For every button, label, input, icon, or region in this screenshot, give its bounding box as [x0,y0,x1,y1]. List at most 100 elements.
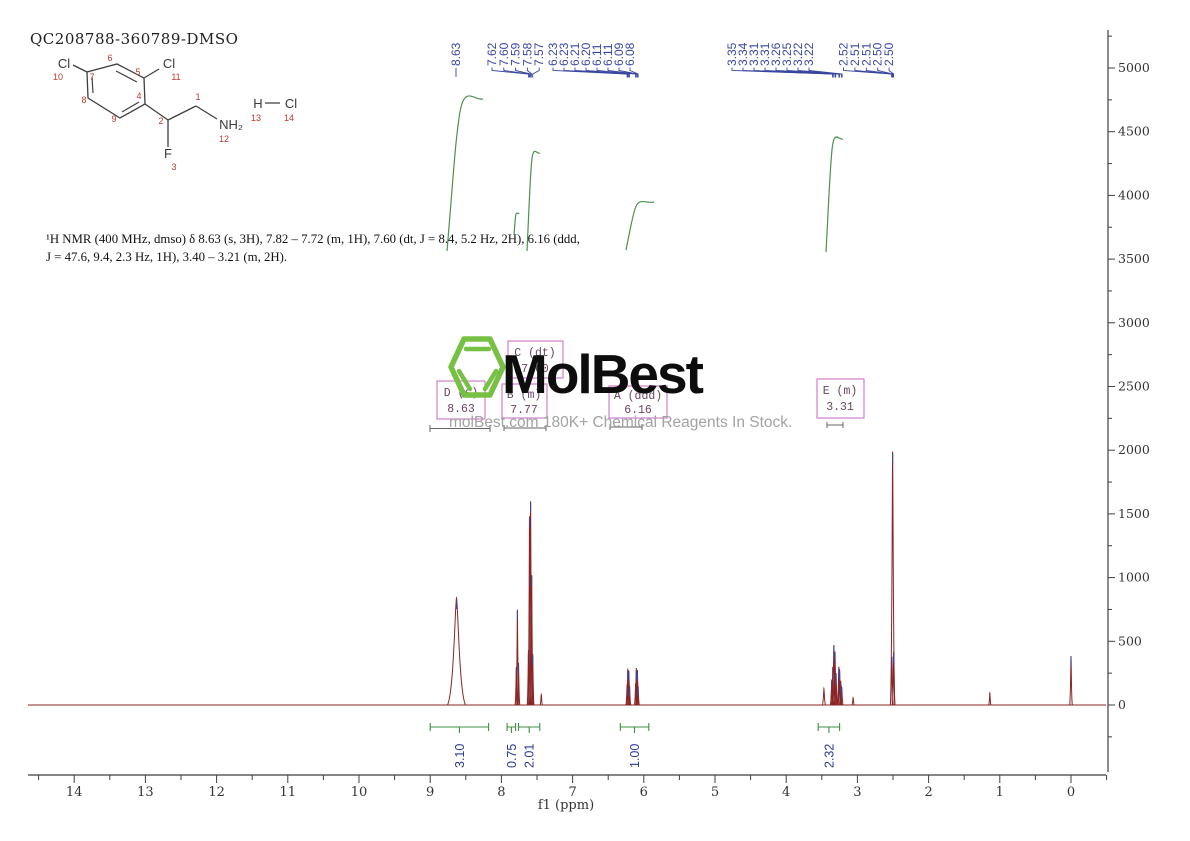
annotation-range-brackets [429,422,844,432]
y-tick-label: 3500 [1118,251,1150,266]
atom-label: F [164,146,172,161]
peak-pick-label: 7.62 [485,42,499,66]
atom-number: 4 [136,91,141,101]
x-tick-label: 3 [853,785,861,800]
peak-pick-connector [888,67,895,78]
atom-number: 8 [81,95,86,105]
annotation-border [436,380,486,420]
y-tick-label: 4000 [1118,187,1150,202]
atom-label: H [253,96,262,111]
range-bracket-D [429,425,491,432]
atom-number: 14 [284,113,294,123]
atom-number: 3 [171,162,176,172]
y-tick-label: 1500 [1118,506,1150,521]
integral-curve [446,95,484,252]
annotation-border [507,340,564,379]
atom-number: 9 [111,114,116,124]
peak [516,662,521,706]
peak [527,516,532,706]
annotation-shift: 3.31 [826,401,854,414]
peak-pick-connector [629,67,639,78]
peak-pick-connector [797,67,842,78]
peak-annotation-box-E: E (m) 3.31 [816,378,865,419]
x-tick-label: 2 [924,785,932,800]
x-tick-label: 4 [782,785,790,800]
annotation-shift: 7.60 [521,363,549,376]
annotation-label: C (dt) [514,347,555,360]
y-tick-label: 1000 [1118,570,1150,585]
atom-number: 13 [251,113,261,123]
peak [891,651,896,706]
integral-value: 0.75 [505,744,519,768]
x-tick-label: 1 [996,785,1004,800]
integral-value: 2.32 [822,744,836,768]
integral-curve [625,200,655,251]
peak-pick-connector [526,67,533,78]
peak-pick-label: 6.09 [612,42,626,66]
nmr-text-line2: J = 47.6, 9.4, 2.3 Hz, 1H), 3.40 – 3.21 … [46,250,287,264]
peak-pick-connector [786,67,841,78]
peak-pick-label: 7.57 [532,42,546,66]
peak-pick-connector [596,67,637,78]
peak [447,596,466,706]
x-axis-caption: f1 (ppm) [538,798,594,813]
peak-pick-label: 6.20 [579,42,593,66]
nmr-text-line1: ¹H NMR (400 MHz, dmso) δ 8.63 (s, 3H), 7… [46,232,580,246]
x-tick-label: 5 [711,785,719,800]
peak [889,451,896,706]
peak-pick-label: 3.31 [747,42,761,66]
nmr-assignment-text: ¹H NMR (400 MHz, dmso) δ 8.63 (s, 3H), 7… [46,232,580,264]
peak [539,692,543,706]
peak [821,686,826,706]
annotation-label: A (ddd) [614,390,662,403]
peak-pick-label: 3.35 [725,42,739,66]
range-bracket-A [609,424,643,430]
y-tick-label: 4500 [1118,124,1150,139]
peak-annotation-box-B: B (m) 7.77 [501,383,548,419]
substituent-bonds [72,64,280,147]
spectrum-trace [28,451,1106,706]
logo-wordmark: MolBest [502,343,704,405]
peak [834,673,838,706]
peak-pick-label: 7.60 [497,42,511,66]
atom-number: 1 [195,92,200,102]
annotation-border [501,383,548,419]
peak-pick-connector [503,67,530,78]
peak-pick-label: 3.31 [758,42,772,66]
benzene-logo-icon [448,336,506,398]
peak [636,685,640,706]
y-tick-label: 0 [1118,697,1126,712]
y-tick-label: 3000 [1118,315,1150,330]
peak [831,645,837,706]
integral-bracket [429,723,490,733]
peak-pick-label: 6.23 [557,42,571,66]
sample-title: QC208788-360789-DMSO [30,30,238,48]
annotation-shift: 8.63 [447,403,475,416]
peak-pick-connector [877,67,894,78]
annotation-label: B (m) [507,389,542,402]
y-tick-label: 2000 [1118,442,1150,457]
peak-pick-connector [843,67,893,78]
atom-number: 7 [89,72,94,82]
x-tick-label: 8 [497,785,505,800]
y-tick-label: 2500 [1118,379,1150,394]
x-tick-label: 6 [640,785,648,800]
integral-curve [825,136,844,253]
peak [851,696,855,706]
peak-pick-label: 3.34 [736,42,750,66]
peak-pick-connector [854,67,893,78]
peak-pick-label: 6.11 [590,43,604,66]
peak-pick-connector [574,67,630,78]
peak [988,692,992,706]
peak-pick-connector [607,67,637,78]
peak [530,653,535,706]
atom-label: Cl [163,56,175,71]
peak-pick-label: 3.26 [769,42,783,66]
integral-value: 2.01 [523,744,537,768]
peak-pick-label: 7.59 [509,42,523,66]
annotation-shift: 6.16 [624,404,652,417]
y-tick-label: 5000 [1118,60,1150,75]
